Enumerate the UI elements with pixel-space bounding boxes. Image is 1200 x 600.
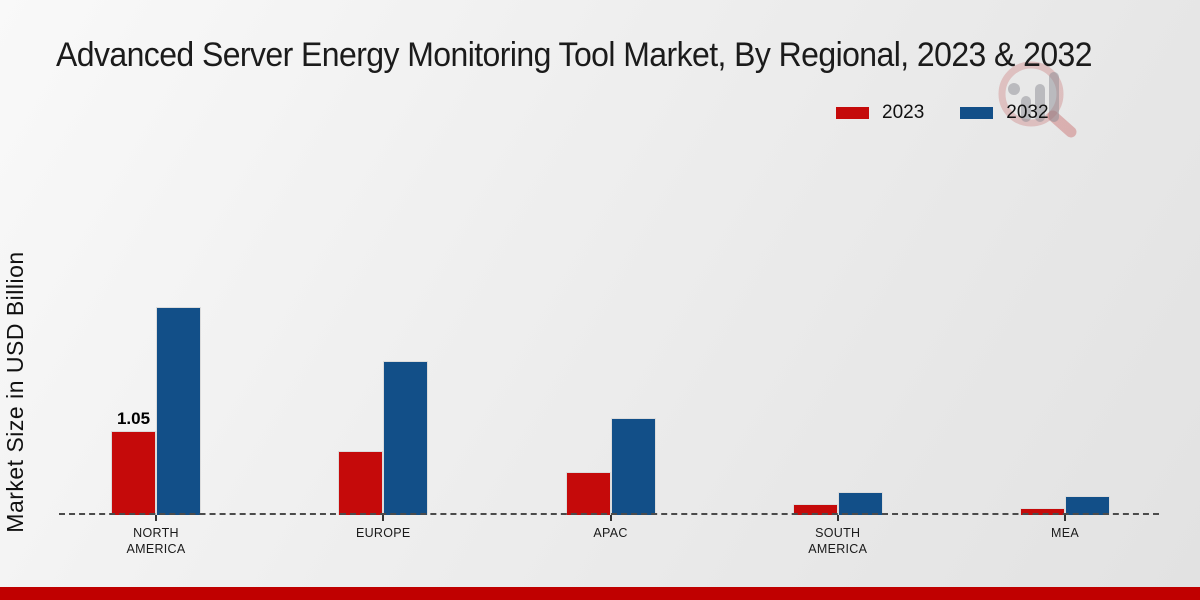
category-label-mea: MEA: [1051, 526, 1079, 540]
bar-2023-apac: [565, 472, 611, 515]
category-label-apac: APAC: [593, 526, 628, 540]
legend-item-2023: 2023: [836, 102, 924, 124]
category-label-europe: EUROPE: [355, 526, 411, 540]
bar-2023-north-america: [111, 431, 156, 515]
x-tick-south-america: [836, 515, 839, 521]
y-axis-label: Market Size in USD Billion: [2, 251, 28, 533]
value-label-2023-north-america: 1.05: [116, 409, 151, 428]
bar-2032-south-america: [837, 492, 883, 515]
x-tick-mea: [1064, 515, 1066, 521]
bar-2023-south-america: [792, 504, 838, 515]
footer-accent-bar: [0, 587, 1200, 600]
bar-2032-mea: [1065, 496, 1110, 515]
legend-item-2032: 2032: [960, 102, 1049, 124]
category-label-south-america: SOUTH AMERICA: [808, 526, 868, 556]
bar-2032-europe: [383, 361, 429, 515]
legend-label-2023: 2023: [882, 102, 925, 123]
x-tick-apac: [609, 515, 612, 521]
category-label-north-america: NORTH AMERICA: [126, 526, 186, 556]
legend-label-2032: 2032: [1006, 102, 1049, 123]
bar-2023-europe: [338, 451, 384, 515]
bar-2032-north-america: [156, 307, 201, 515]
legend-swatch-2032-icon: [960, 107, 994, 119]
bar-2032-apac: [610, 418, 656, 515]
legend-swatch-2023-icon: [836, 107, 869, 119]
zero-baseline: [59, 513, 1159, 515]
bar-2023-mea: [1020, 508, 1065, 515]
legend: 2023 2032: [836, 102, 1049, 124]
magnifier-bar-chart-logo-icon: [998, 61, 1077, 138]
chart-title: Advanced Server Energy Monitoring Tool M…: [56, 36, 1093, 74]
x-tick-north-america: [155, 515, 157, 521]
x-tick-europe: [382, 515, 385, 521]
